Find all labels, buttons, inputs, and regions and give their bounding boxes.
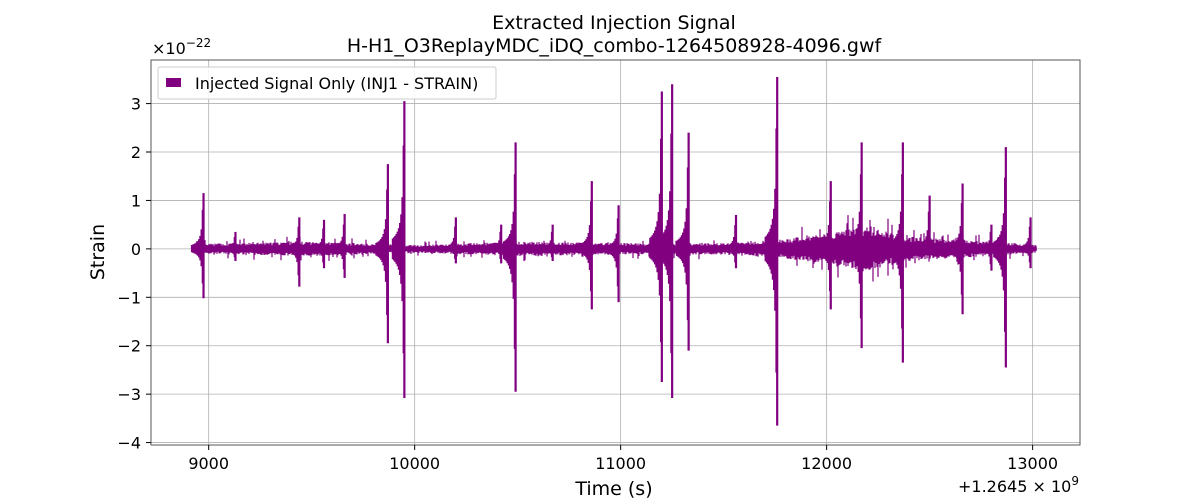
burst-chirp bbox=[1018, 226, 1030, 263]
burst-chirp bbox=[540, 231, 553, 258]
legend-box bbox=[157, 66, 497, 100]
signal-burst bbox=[649, 91, 663, 383]
y-tick-label: 2 bbox=[131, 143, 141, 162]
chart-title: Extracted Injection Signal bbox=[492, 12, 736, 34]
burst-chirp bbox=[332, 224, 344, 270]
burst-chirp bbox=[890, 174, 903, 329]
burst-chirp bbox=[978, 231, 991, 265]
signal-burst bbox=[488, 224, 503, 264]
signal-burst bbox=[950, 183, 964, 315]
x-tick-label: 9000 bbox=[188, 454, 229, 473]
burst-chirp bbox=[764, 128, 777, 373]
y-tick-label: −4 bbox=[117, 434, 141, 453]
signal-burst bbox=[917, 195, 931, 259]
x-offset-exponent: 9 bbox=[1071, 474, 1079, 488]
burst-chirp bbox=[190, 209, 203, 284]
signal-burst bbox=[579, 181, 593, 310]
burst-chirp bbox=[375, 189, 388, 315]
burst-chirp bbox=[659, 133, 672, 354]
signal-burst bbox=[978, 224, 993, 271]
signal-burst bbox=[332, 214, 346, 278]
signal-burst bbox=[311, 219, 326, 269]
signal-burst bbox=[723, 214, 738, 269]
legend-swatch bbox=[166, 78, 181, 87]
signal-burst bbox=[391, 101, 406, 399]
burst-chirp bbox=[311, 228, 324, 263]
x-offset: +1.2645 × 109 bbox=[958, 474, 1079, 496]
signal-burst bbox=[190, 193, 205, 299]
signal-burst bbox=[1018, 217, 1032, 269]
signal-burst bbox=[849, 142, 863, 349]
signal-burst bbox=[818, 181, 832, 310]
y-tick-label: 0 bbox=[131, 240, 141, 259]
signal-burst bbox=[606, 205, 620, 303]
signal-burst bbox=[993, 147, 1007, 368]
chart-subtitle: H-H1_O3ReplayMDC_iDQ_combo-1264508928-40… bbox=[347, 35, 883, 57]
signal-burst bbox=[286, 217, 301, 287]
axes-layer: 9000 10000 11000 12000 13000 −4 −3 −2 −1 0 1 2 3 bbox=[117, 59, 1081, 473]
signal-burst bbox=[443, 217, 457, 264]
x-tick-label: 13000 bbox=[1007, 454, 1058, 473]
burst-chirp bbox=[649, 138, 662, 343]
y-multiplier-exponent: −22 bbox=[186, 36, 211, 50]
burst-chirp bbox=[818, 201, 831, 292]
burst-chirp bbox=[950, 203, 962, 295]
y-tick-label: 3 bbox=[131, 95, 141, 114]
signal-burst bbox=[890, 142, 904, 363]
burst-chirp bbox=[488, 231, 501, 259]
x-tick-label: 11000 bbox=[595, 454, 646, 473]
data-layer bbox=[190, 76, 1037, 426]
burst-chirp bbox=[222, 237, 235, 258]
burst-chirp bbox=[286, 226, 299, 276]
burst-chirp bbox=[606, 218, 618, 287]
burst-chirp bbox=[917, 211, 929, 256]
x-axis-label: Time (s) bbox=[574, 478, 652, 500]
signal-burst bbox=[676, 132, 690, 351]
burst-chirp bbox=[503, 174, 515, 349]
signal-burst bbox=[540, 224, 554, 261]
signal-burst bbox=[764, 76, 779, 426]
burst-chirp bbox=[676, 167, 688, 321]
signal-burst bbox=[222, 231, 237, 261]
burst-chirp bbox=[723, 225, 736, 263]
x-offset-base: +1.2645 × 10 bbox=[958, 477, 1071, 496]
x-tick-label: 12000 bbox=[801, 454, 852, 473]
y-tick-label: −3 bbox=[117, 385, 141, 404]
y-tick-label: 1 bbox=[131, 191, 141, 210]
x-tick-label: 10000 bbox=[389, 454, 440, 473]
burst-chirp bbox=[993, 177, 1006, 332]
signal-burst bbox=[659, 84, 674, 399]
burst-chirp bbox=[391, 145, 404, 354]
y-multiplier: ×10−22 bbox=[152, 36, 211, 58]
legend-entry-label: Injected Signal Only (INJ1 - STRAIN) bbox=[195, 74, 478, 93]
plot-frame bbox=[150, 59, 1081, 446]
signal-burst bbox=[503, 142, 517, 392]
y-axis-label: Strain bbox=[87, 224, 109, 280]
y-multiplier-base: ×10 bbox=[152, 39, 186, 58]
y-tick-label: −1 bbox=[117, 288, 141, 307]
burst-chirp bbox=[579, 201, 592, 292]
legend: Injected Signal Only (INJ1 - STRAIN) bbox=[157, 66, 497, 100]
burst-chirp bbox=[849, 174, 862, 319]
signal-burst bbox=[375, 164, 389, 344]
burst-chirp bbox=[443, 226, 456, 259]
y-tick-label: −2 bbox=[117, 337, 141, 356]
